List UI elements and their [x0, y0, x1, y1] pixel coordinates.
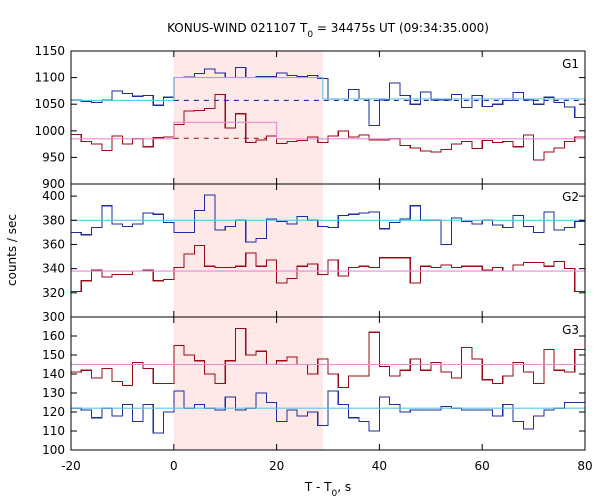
- panel-1-ytick-label: 1150: [34, 44, 65, 58]
- panel-3-label: G3: [562, 323, 579, 337]
- panel-2-series-1-histogram: [71, 194, 585, 246]
- panel-2-label: G2: [562, 190, 579, 204]
- y-axis-label: counts / sec: [5, 214, 19, 286]
- panel-1-label: G1: [562, 57, 579, 71]
- x-tick-label: 40: [372, 459, 387, 473]
- panel-2-ytick-label: 380: [42, 213, 65, 227]
- panel-3-series-1-histogram: [71, 390, 585, 434]
- panel-3-ytick-label: 120: [42, 405, 65, 419]
- panel-2-ytick-label: 360: [42, 237, 65, 251]
- x-tick-label: -20: [61, 459, 81, 473]
- panel-1-series-2-histogram: [71, 94, 585, 161]
- panel-1-series-3-level: [71, 77, 585, 102]
- panel-3-ytick-label: 160: [42, 329, 65, 343]
- panel-1-ytick-label: 1100: [34, 71, 65, 85]
- panel-2-ytick-label: 320: [42, 286, 65, 300]
- panel-2-frame: [70, 183, 586, 318]
- panel-3-ytick-label: 130: [42, 386, 65, 400]
- panel-1-series-4-level: [71, 121, 585, 140]
- panel-3-ytick-label: 150: [42, 348, 65, 362]
- panel-1-frame: [70, 50, 586, 185]
- panel-3-ytick-label: 140: [42, 367, 65, 381]
- panel-2-ytick-label: 300: [42, 310, 65, 324]
- panel-3-series-2-histogram: [71, 327, 585, 388]
- panel-3-frame: [70, 316, 586, 451]
- panel-1-ytick-label: 1000: [34, 124, 65, 138]
- x-tick-label: 0: [170, 459, 178, 473]
- highlight-interval: [173, 51, 323, 450]
- x-tick-label: 80: [577, 459, 592, 473]
- panel-3-ytick-label: 100: [42, 443, 65, 457]
- x-tick-label: 20: [269, 459, 284, 473]
- panel-1-ytick-label: 950: [42, 150, 65, 164]
- panel-3-ytick-label: 110: [42, 424, 65, 438]
- panel-2-ytick-label: 340: [42, 262, 65, 276]
- panel-2-ytick-label: 400: [42, 189, 65, 203]
- panel-1-series-1-histogram: [71, 66, 585, 127]
- chart-title: KONUS-WIND 021107 T0 = 34475s UT (09:34:…: [167, 21, 489, 40]
- panel-1-ytick-label: 900: [42, 177, 65, 191]
- panel-2-series-2-histogram: [71, 245, 585, 293]
- panel-1-ytick-label: 1050: [34, 97, 65, 111]
- x-axis-label: T - T0, s: [304, 480, 351, 499]
- x-tick-label: 60: [475, 459, 490, 473]
- plot-layer: 9009501000105011001150G13003203403603804…: [34, 44, 592, 473]
